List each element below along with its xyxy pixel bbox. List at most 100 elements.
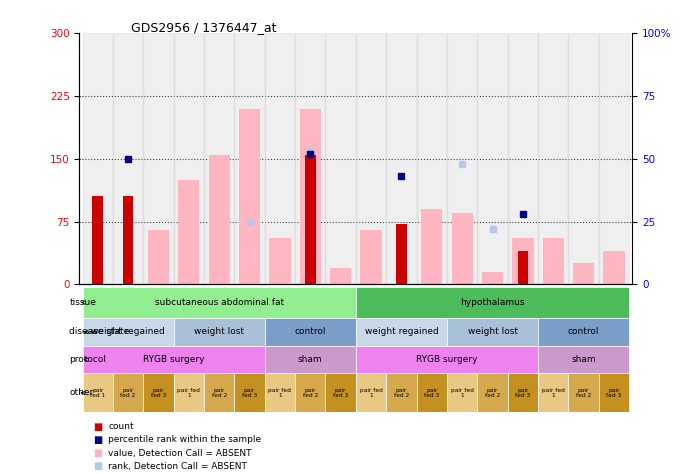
Text: ■: ■: [93, 435, 102, 445]
Text: pair fed
1: pair fed 1: [269, 388, 292, 398]
Bar: [361, 230, 381, 284]
Bar: [542, 238, 564, 284]
Bar: [356, 374, 386, 412]
Bar: [265, 318, 356, 346]
Bar: [396, 224, 407, 284]
Text: pair fed
1: pair fed 1: [451, 388, 473, 398]
Bar: [447, 33, 477, 284]
Bar: [143, 374, 173, 412]
Bar: [508, 33, 538, 284]
Bar: [325, 33, 356, 284]
Bar: [204, 374, 234, 412]
Bar: [477, 374, 508, 412]
Text: other: other: [69, 388, 94, 397]
Bar: [173, 33, 204, 284]
Bar: [265, 374, 295, 412]
Bar: [599, 374, 630, 412]
Text: weight regained: weight regained: [91, 328, 165, 337]
Bar: [82, 33, 113, 284]
Bar: [82, 346, 265, 374]
Bar: [569, 374, 599, 412]
Bar: [239, 109, 261, 284]
Bar: [447, 374, 477, 412]
Bar: [143, 33, 173, 284]
Text: pair
fed 3: pair fed 3: [242, 388, 257, 398]
Bar: [113, 33, 143, 284]
Bar: [538, 33, 569, 284]
Bar: [204, 33, 234, 284]
Text: rank, Detection Call = ABSENT: rank, Detection Call = ABSENT: [108, 462, 247, 471]
Text: pair fed
1: pair fed 1: [359, 388, 383, 398]
Bar: [538, 374, 569, 412]
Bar: [508, 374, 538, 412]
Bar: [113, 374, 143, 412]
Text: pair
fed 1: pair fed 1: [90, 388, 105, 398]
Text: value, Detection Call = ABSENT: value, Detection Call = ABSENT: [108, 449, 252, 457]
Text: GDS2956 / 1376447_at: GDS2956 / 1376447_at: [131, 21, 277, 34]
Bar: [93, 196, 103, 284]
Text: ■: ■: [93, 448, 102, 458]
Text: protocol: protocol: [69, 355, 106, 364]
Bar: [538, 346, 630, 374]
Text: sham: sham: [298, 355, 323, 364]
Text: RYGB surgery: RYGB surgery: [416, 355, 477, 364]
Bar: [386, 374, 417, 412]
Text: pair
fed 2: pair fed 2: [211, 388, 227, 398]
Bar: [265, 33, 295, 284]
Bar: [451, 213, 473, 284]
Bar: [234, 33, 265, 284]
Text: weight lost: weight lost: [468, 328, 518, 337]
Bar: [305, 155, 316, 284]
Text: weight regained: weight regained: [365, 328, 438, 337]
Text: disease state: disease state: [69, 328, 130, 337]
Text: tissue: tissue: [69, 298, 96, 307]
Bar: [603, 251, 625, 284]
Bar: [518, 251, 528, 284]
Bar: [325, 374, 356, 412]
Text: control: control: [568, 328, 599, 337]
Text: weight lost: weight lost: [194, 328, 244, 337]
Bar: [447, 318, 538, 346]
Text: pair fed
1: pair fed 1: [178, 388, 200, 398]
Text: pair
fed 3: pair fed 3: [333, 388, 348, 398]
Bar: [356, 33, 386, 284]
Text: subcutaneous abdominal fat: subcutaneous abdominal fat: [155, 298, 284, 307]
Bar: [569, 33, 599, 284]
Bar: [82, 287, 356, 318]
Bar: [234, 374, 265, 412]
Bar: [477, 33, 508, 284]
Bar: [295, 33, 325, 284]
Text: pair
fed 2: pair fed 2: [120, 388, 135, 398]
Bar: [482, 272, 503, 284]
Text: pair
fed 3: pair fed 3: [151, 388, 166, 398]
Text: pair
fed 2: pair fed 2: [394, 388, 409, 398]
Bar: [573, 264, 594, 284]
Text: sham: sham: [571, 355, 596, 364]
Text: RYGB surgery: RYGB surgery: [143, 355, 205, 364]
Text: pair
fed 3: pair fed 3: [424, 388, 439, 398]
Text: pair
fed 2: pair fed 2: [303, 388, 318, 398]
Text: percentile rank within the sample: percentile rank within the sample: [108, 436, 262, 444]
Text: pair
fed 3: pair fed 3: [607, 388, 622, 398]
Bar: [512, 238, 533, 284]
Bar: [599, 33, 630, 284]
Bar: [173, 374, 204, 412]
Bar: [538, 318, 630, 346]
Text: ■: ■: [93, 421, 102, 432]
Bar: [330, 268, 351, 284]
Text: pair fed
1: pair fed 1: [542, 388, 565, 398]
Bar: [422, 209, 442, 284]
Text: hypothalamus: hypothalamus: [460, 298, 524, 307]
Text: count: count: [108, 422, 134, 431]
Bar: [148, 230, 169, 284]
Bar: [356, 346, 538, 374]
Bar: [173, 318, 265, 346]
Bar: [269, 238, 290, 284]
Bar: [356, 318, 447, 346]
Bar: [386, 33, 417, 284]
Text: control: control: [294, 328, 326, 337]
Text: ■: ■: [93, 461, 102, 472]
Bar: [417, 33, 447, 284]
Bar: [295, 374, 325, 412]
Bar: [417, 374, 447, 412]
